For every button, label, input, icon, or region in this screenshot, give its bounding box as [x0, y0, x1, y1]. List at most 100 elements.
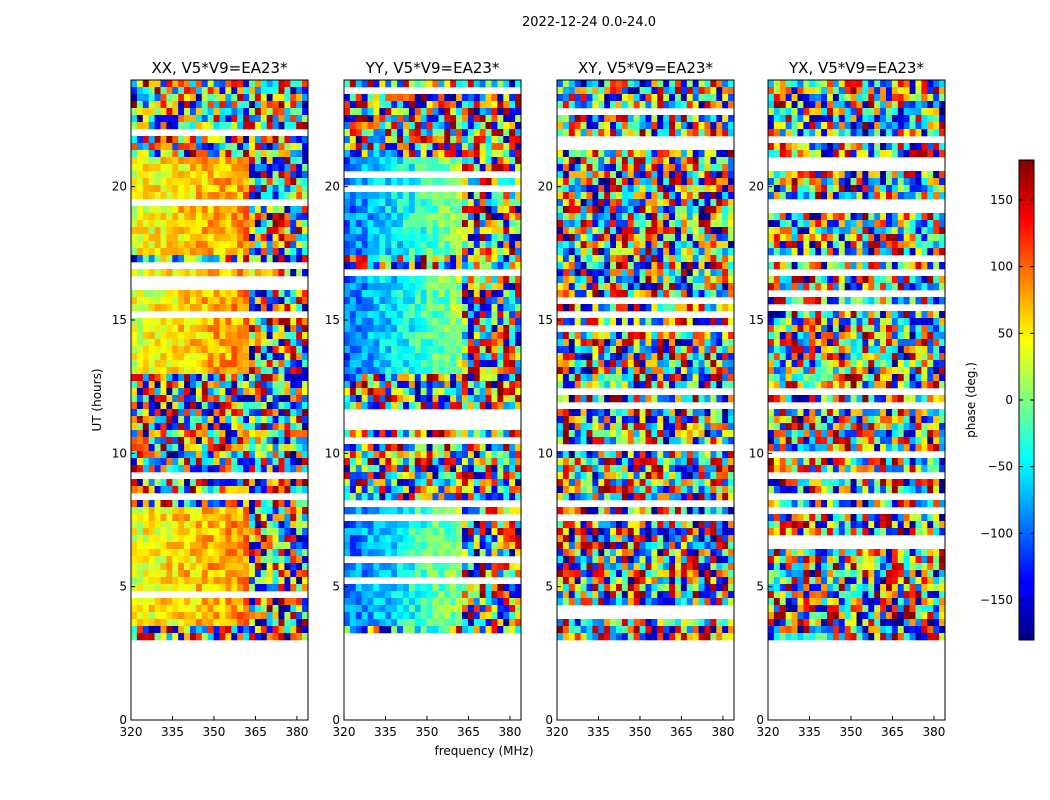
- heatmap-cell: [260, 458, 267, 466]
- heatmap-cell: [178, 297, 185, 305]
- heatmap-cell: [426, 129, 433, 137]
- heatmap-cell: [456, 619, 463, 627]
- heatmap-cell: [166, 514, 173, 522]
- heatmap-cell: [397, 136, 404, 144]
- heatmap-cell: [580, 276, 587, 284]
- heatmap-cell: [485, 353, 492, 361]
- heatmap-cell: [621, 94, 629, 102]
- heatmap-cell: [178, 353, 185, 361]
- heatmap-cell: [344, 528, 351, 536]
- heatmap-cell: [278, 185, 285, 193]
- heatmap-cell: [503, 570, 510, 578]
- heatmap-cell: [438, 297, 445, 305]
- heatmap-cell: [391, 115, 398, 123]
- heatmap-cell: [391, 542, 398, 550]
- heatmap-cell: [698, 241, 705, 249]
- heatmap-cell: [385, 584, 392, 592]
- heatmap-cell: [509, 619, 516, 627]
- heatmap-cell: [195, 332, 203, 340]
- heatmap-cell: [497, 339, 504, 347]
- heatmap-cell: [201, 178, 208, 186]
- heatmap-cell: [296, 528, 303, 536]
- heatmap-cell: [243, 108, 250, 116]
- heatmap-cell: [243, 94, 250, 102]
- heatmap-cell: [586, 269, 593, 277]
- heatmap-cell: [237, 430, 244, 438]
- heatmap-cell: [195, 297, 203, 305]
- heatmap-cell: [231, 164, 238, 172]
- heatmap-cell: [231, 227, 238, 235]
- heatmap-cell: [243, 479, 250, 487]
- heatmap-cell: [166, 374, 173, 382]
- heatmap-cell: [302, 626, 309, 634]
- heatmap-cell: [195, 206, 203, 214]
- heatmap-cell: [414, 479, 421, 487]
- heatmap-cell: [710, 227, 717, 235]
- heatmap-cell: [562, 94, 570, 102]
- heatmap-cell: [663, 241, 670, 249]
- heatmap-cell: [260, 213, 267, 221]
- heatmap-cell: [190, 633, 197, 641]
- heatmap-cell: [403, 248, 410, 256]
- heatmap-cell: [260, 115, 267, 123]
- heatmap-cell: [385, 465, 392, 473]
- heatmap-cell: [379, 122, 386, 130]
- heatmap-cell: [172, 577, 179, 585]
- heatmap-cell: [515, 206, 522, 214]
- heatmap-cell: [716, 122, 723, 130]
- heatmap-cell: [201, 360, 208, 368]
- heatmap-cell: [598, 220, 605, 228]
- heatmap-cell: [184, 346, 191, 354]
- heatmap-cell: [225, 584, 232, 592]
- heatmap-cell: [657, 248, 664, 256]
- heatmap-cell: [479, 311, 486, 319]
- heatmap-cell: [254, 612, 262, 620]
- heatmap-cell: [557, 206, 564, 214]
- heatmap-cell: [302, 332, 309, 340]
- heatmap-cell: [403, 472, 410, 480]
- heatmap-cell: [497, 150, 504, 158]
- heatmap-cell: [379, 395, 386, 403]
- heatmap-cell: [686, 185, 693, 193]
- heatmap-cell: [249, 206, 256, 214]
- heatmap-cell: [131, 626, 138, 634]
- heatmap-cell: [201, 444, 208, 452]
- heatmap-cell: [403, 542, 410, 550]
- heatmap-cell: [491, 605, 498, 613]
- heatmap-cell: [148, 248, 155, 256]
- heatmap-cell: [710, 94, 717, 102]
- heatmap-cell: [195, 185, 203, 193]
- heatmap-cell: [243, 80, 250, 88]
- heatmap-cell: [131, 563, 138, 571]
- heatmap-cell: [142, 605, 149, 613]
- heatmap-cell: [290, 248, 297, 256]
- heatmap-cell: [361, 458, 368, 466]
- heatmap-cell: [195, 213, 203, 221]
- heatmap-cell: [438, 346, 445, 354]
- heatmap-cell: [260, 521, 267, 529]
- heatmap-cell: [467, 619, 475, 627]
- heatmap-cell: [379, 458, 386, 466]
- heatmap-cell: [373, 360, 380, 368]
- heatmap-cell: [408, 563, 416, 571]
- heatmap-cell: [444, 402, 451, 410]
- heatmap-cell: [432, 262, 439, 270]
- heatmap-cell: [237, 192, 244, 200]
- heatmap-cell: [190, 430, 197, 438]
- heatmap-cell: [367, 241, 374, 249]
- heatmap-cell: [172, 353, 179, 361]
- heatmap-cell: [391, 143, 398, 151]
- heatmap-cell: [213, 80, 220, 88]
- heatmap-cell: [414, 598, 421, 606]
- heatmap-cell: [438, 479, 445, 487]
- heatmap-cell: [716, 80, 723, 88]
- heatmap-cell: [225, 535, 232, 543]
- heatmap-cell: [432, 227, 439, 235]
- heatmap-cell: [290, 87, 297, 95]
- heatmap-cell: [373, 507, 380, 515]
- heatmap-cell: [420, 479, 427, 487]
- heatmap-cell: [361, 101, 368, 109]
- heatmap-cell: [172, 143, 179, 151]
- heatmap-cell: [373, 346, 380, 354]
- heatmap-cell: [225, 297, 232, 305]
